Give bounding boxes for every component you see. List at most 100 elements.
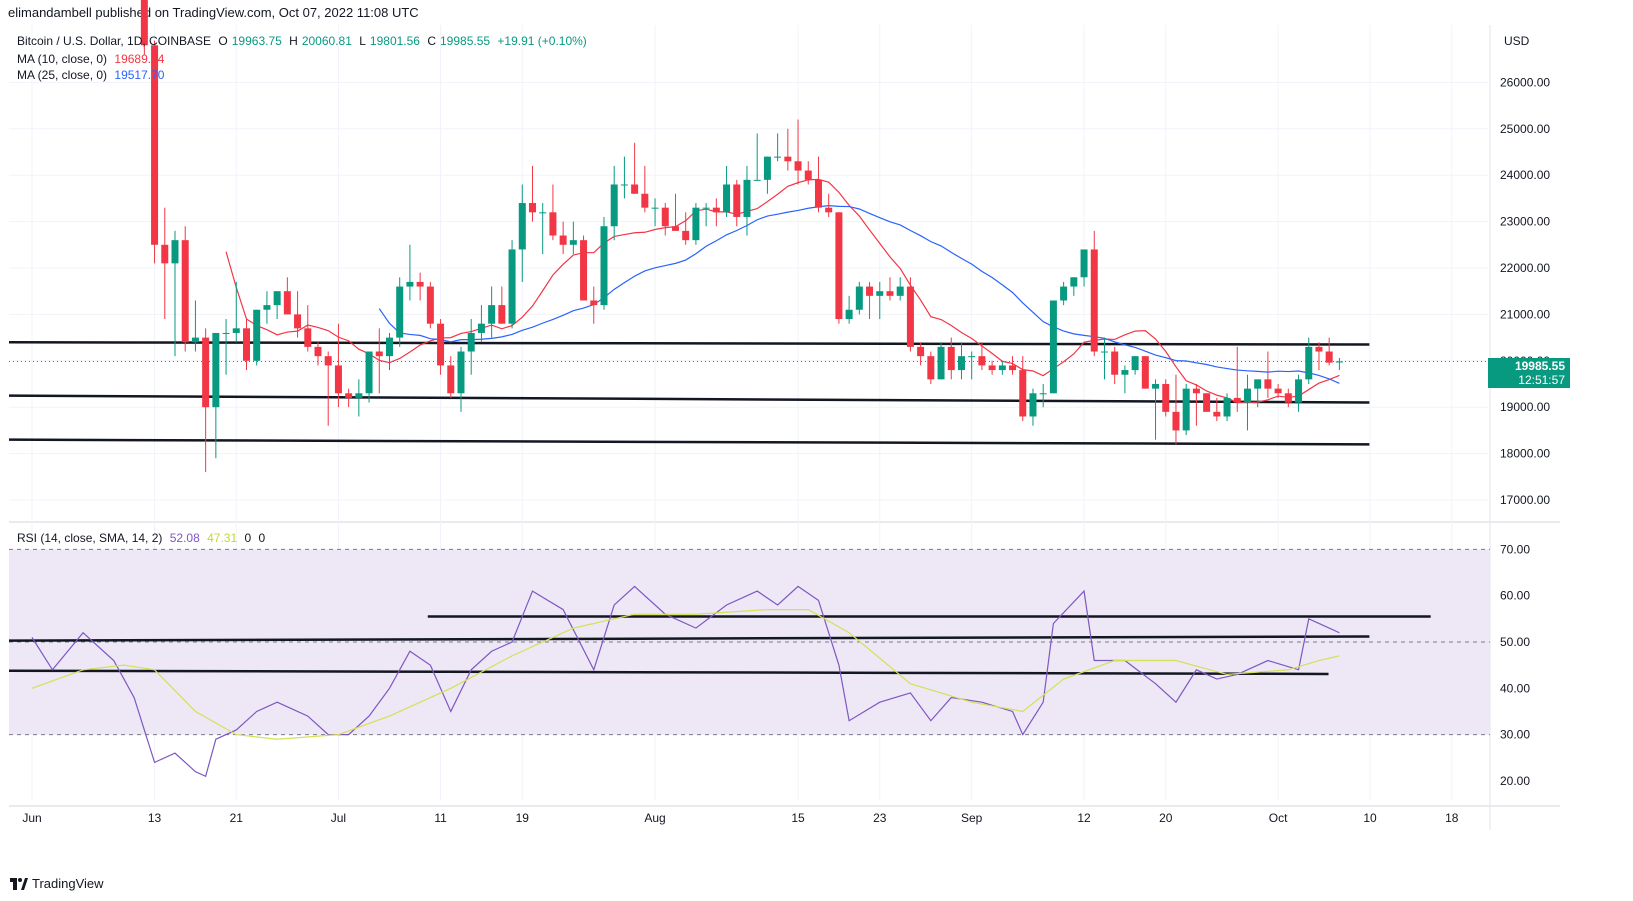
publish-header: elimandambell published on TradingView.c… [8,5,419,20]
candle-body [610,184,618,227]
ma-layer [225,178,1340,404]
candle-body [743,179,751,217]
ohlc-high: 20060.81 [301,34,352,48]
candle-body [988,365,996,371]
time-tick-label: 15 [791,811,805,825]
candle-body [876,291,884,296]
rsi-tick-label: 30.00 [1500,728,1530,742]
price-badge-value: 19985.55 [1514,359,1565,373]
candle-body [794,161,802,171]
candle-body [1325,351,1333,363]
candle-body [426,286,434,324]
ohlc-o-label: O [218,34,228,48]
ma25-value: 19517.70 [114,68,165,82]
candle-body [1009,365,1017,371]
time-tick-label: 11 [434,811,447,825]
ma25-label: MA (25, close, 0) [17,68,108,82]
candle-body [855,286,863,310]
price-trendline [8,340,1370,346]
candle-body [334,365,342,394]
rsi-tick-label: 50.00 [1500,635,1530,649]
candle-body [283,291,291,315]
rsi-value: 52.08 [169,531,200,545]
symbol-name: Bitcoin / U.S. Dollar, 1D, COINBASE [17,34,212,48]
candle-layer [140,0,1343,473]
candle-body [304,328,312,347]
time-tick-label: 21 [230,811,244,825]
candle-body [682,230,690,241]
candle-body [1223,397,1231,417]
currency-label: USD [1504,34,1530,48]
candle-body [937,346,945,380]
candle-body [447,365,455,394]
ohlc-change: +19.91 (+0.10%) [497,34,587,48]
time-tick-label: 20 [1159,811,1173,825]
ohlc-low: 19801.56 [369,34,420,48]
tradingview-logo[interactable]: TradingView [10,876,104,891]
ma25-line [378,205,1340,384]
candle-body [406,281,414,287]
candle-body [835,212,843,320]
ma10-value: 19689.14 [114,52,165,66]
candle-body [457,351,465,394]
candle-body [161,244,169,264]
candle-body [947,346,955,371]
rsi-tick-label: 20.00 [1500,774,1530,788]
rsi-layer [31,585,1340,778]
candle-body [1203,393,1211,412]
candle-body [1141,356,1149,389]
rsi-trendline [8,669,1329,676]
candle-body [661,207,669,227]
time-tick-label: 12 [1077,811,1091,825]
candle-body [191,337,199,343]
candle-body [1162,384,1170,412]
candle-body [1039,393,1047,395]
ohlc-l-label: L [359,34,366,48]
candle-body [1121,370,1129,375]
price-tick-label: 23000.00 [1500,215,1550,229]
candle-body [1192,388,1200,394]
candle-body [896,286,904,296]
price-tick-label: 26000.00 [1500,75,1550,89]
candle-body [1233,397,1241,403]
time-tick-label: 10 [1363,811,1377,825]
candle-body [702,207,710,209]
candle-body [886,291,894,296]
candle-body [1243,388,1251,403]
candle-body [569,240,577,245]
tradingview-logo-icon [10,877,28,890]
candle-body [1284,393,1292,403]
rsi-tick-label: 70.00 [1500,542,1530,556]
tradingview-brand: TradingView [32,876,104,891]
time-tick-label: 13 [148,811,162,825]
candle-body [753,179,761,181]
candle-body [1080,249,1088,278]
candle-body [712,207,720,213]
candle-body [355,393,363,398]
candle-body [804,170,812,180]
candle-body [631,184,639,194]
price-trendline [8,394,1370,404]
ma10-label: MA (10, close, 0) [17,52,108,66]
candle-body [528,203,536,213]
time-tick-label: Jun [22,811,41,825]
candle-body [1049,300,1057,394]
candle-body [998,365,1006,371]
candle-body [1090,249,1098,352]
candle-body [508,249,516,324]
rsi-extra-1: 0 [244,531,252,545]
rsi-extra-2: 0 [258,531,266,545]
trendline-layer [8,340,1490,676]
candle-body [140,0,148,46]
price-tick-label: 17000.00 [1500,493,1550,507]
price-tick-label: 24000.00 [1500,168,1550,182]
candle-body [1019,370,1027,417]
candle-body [866,286,874,296]
candle-body [1060,286,1068,301]
price-tick-label: 21000.00 [1500,307,1550,321]
candle-body [365,351,373,394]
candle-body [181,240,189,343]
candle-body [1315,346,1323,352]
rsi-trendline [8,635,1370,642]
